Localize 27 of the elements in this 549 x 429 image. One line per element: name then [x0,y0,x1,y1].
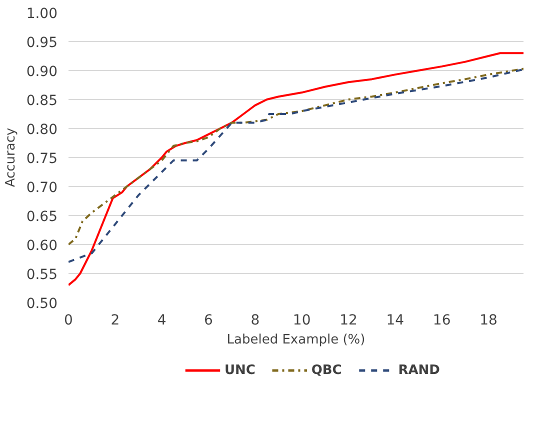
x-tick-label: 4 [157,312,166,328]
legend-label: QBC [311,363,342,378]
x-tick-label: 16 [432,312,451,328]
y-axis-title: Accuracy [3,128,18,188]
y-tick-label: 0.50 [26,296,58,312]
x-tick-label: 18 [480,312,498,328]
y-tick-label: 0.80 [26,122,58,138]
x-tick-label: 14 [386,312,404,328]
y-tick-label: 0.75 [26,151,58,167]
y-tick-label: 0.70 [26,180,58,196]
line-series [68,52,524,286]
y-tick-label: 0.85 [26,93,58,109]
y-tick-label: 0.90 [26,64,58,80]
y-tick-label: 0.65 [26,209,58,225]
y-tick-label: 1.00 [26,6,58,22]
x-axis-title: Labeled Example (%) [226,332,366,348]
legend-label: RAND [398,363,440,378]
x-tick-label: 10 [292,312,311,328]
y-tick-label: 0.60 [26,238,58,254]
x-tick-label: 0 [64,312,73,328]
x-tick-label: 2 [110,312,120,328]
x-tick-label: 12 [340,312,358,328]
y-tick-label: 0.55 [26,267,58,283]
x-tick-label: 6 [204,312,214,328]
legend-label: UNC [224,363,256,378]
y-tick-label: 0.95 [26,35,58,51]
x-tick-label: 8 [250,312,260,328]
